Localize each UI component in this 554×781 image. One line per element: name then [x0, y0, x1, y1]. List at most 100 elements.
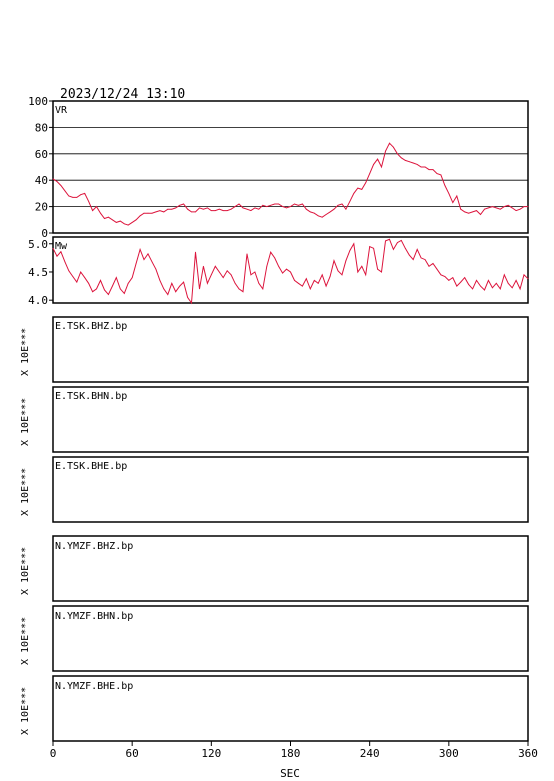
data-point	[250, 274, 252, 276]
data-point	[432, 263, 434, 264]
data-point	[452, 277, 454, 278]
data-point	[64, 261, 66, 263]
data-point	[397, 242, 398, 244]
y-tick-label: 4.0	[28, 294, 48, 307]
data-point	[88, 282, 89, 284]
data-point	[464, 277, 466, 278]
data-point	[416, 164, 418, 165]
data-point	[381, 166, 382, 168]
data-point	[56, 181, 58, 182]
data-point	[226, 270, 228, 272]
data-point	[112, 285, 113, 287]
data-point	[210, 210, 212, 212]
waveform-panel-e-tsk-bhn: E.TSK.BHN.bp X 10E***	[20, 386, 529, 453]
data-point	[139, 215, 141, 217]
data-point	[187, 208, 189, 210]
data-point	[329, 211, 331, 213]
waveform-panel-e-tsk-bhe: E.TSK.BHE.bp X 10E***	[20, 456, 529, 523]
data-point	[385, 240, 386, 242]
data-point	[337, 270, 339, 272]
data-point	[480, 214, 481, 215]
data-point	[480, 285, 481, 287]
data-point	[460, 281, 462, 283]
data-point	[329, 276, 331, 277]
y-tick-label: 100	[28, 95, 48, 108]
data-point	[104, 289, 105, 291]
data-point	[226, 210, 228, 212]
data-point	[349, 200, 351, 202]
data-point	[511, 207, 513, 209]
mw-panel-frame	[52, 236, 529, 304]
data-point	[523, 274, 525, 276]
data-point	[290, 206, 291, 208]
data-point	[80, 271, 82, 273]
data-point	[325, 285, 327, 287]
data-point	[278, 265, 279, 267]
data-point	[222, 277, 224, 278]
data-point	[495, 282, 497, 284]
data-point	[254, 271, 256, 273]
data-point	[203, 208, 204, 210]
data-point	[147, 212, 149, 214]
data-point	[523, 206, 525, 208]
data-point	[167, 208, 169, 210]
y-tick-label: 60	[35, 148, 48, 161]
data-point	[127, 282, 129, 284]
data-point	[238, 203, 240, 205]
data-point	[270, 251, 272, 253]
data-point	[428, 169, 430, 171]
data-point	[369, 246, 371, 248]
data-point	[127, 224, 129, 226]
data-point	[214, 265, 216, 267]
waveform-panel-n-ymzf-bhz: N.YMZF.BHZ.bp X 10E***	[20, 535, 529, 602]
data-point	[96, 206, 97, 208]
y-tick-label: 40	[35, 174, 48, 187]
data-point	[309, 211, 311, 213]
data-point	[151, 261, 153, 263]
y-tick-label: 4.5	[28, 266, 48, 279]
data-point	[274, 203, 276, 205]
data-point	[286, 207, 287, 209]
data-point	[207, 207, 208, 209]
data-point	[361, 189, 363, 190]
data-point	[527, 206, 529, 208]
data-point	[266, 265, 268, 267]
data-point	[492, 206, 493, 208]
data-point	[373, 247, 374, 249]
data-point	[365, 182, 367, 184]
data-point	[424, 259, 426, 260]
vr-y-tick-labels: 0 20 40 60 80 100	[28, 95, 53, 240]
data-point	[389, 238, 390, 240]
data-point	[262, 288, 264, 290]
data-point	[88, 200, 89, 202]
data-point	[456, 285, 458, 287]
waveform-channel-label: N.YMZF.BHN.bp	[55, 611, 133, 622]
data-point	[353, 243, 355, 245]
data-point	[68, 270, 70, 272]
waveform-channel-label: E.TSK.BHN.bp	[55, 391, 127, 402]
data-point	[246, 253, 248, 255]
data-point	[139, 249, 141, 250]
data-point	[527, 278, 529, 280]
data-point	[84, 277, 86, 278]
data-point	[507, 282, 509, 284]
data-point	[412, 162, 414, 164]
mw-panel-label: Mw	[55, 241, 68, 252]
data-point	[511, 287, 513, 289]
data-point	[420, 257, 422, 259]
data-point	[84, 193, 86, 194]
data-point	[266, 206, 268, 208]
data-point	[108, 216, 109, 218]
data-point	[135, 263, 137, 264]
mw-panel: 4.0 4.5 5.0 Mw	[28, 236, 529, 307]
data-point	[135, 219, 137, 221]
data-point	[317, 215, 319, 217]
data-point	[115, 222, 117, 223]
data-point	[56, 255, 58, 257]
data-point	[187, 297, 189, 298]
data-point	[147, 253, 149, 255]
data-point	[76, 197, 78, 198]
data-point	[274, 257, 276, 259]
data-point	[159, 280, 161, 281]
